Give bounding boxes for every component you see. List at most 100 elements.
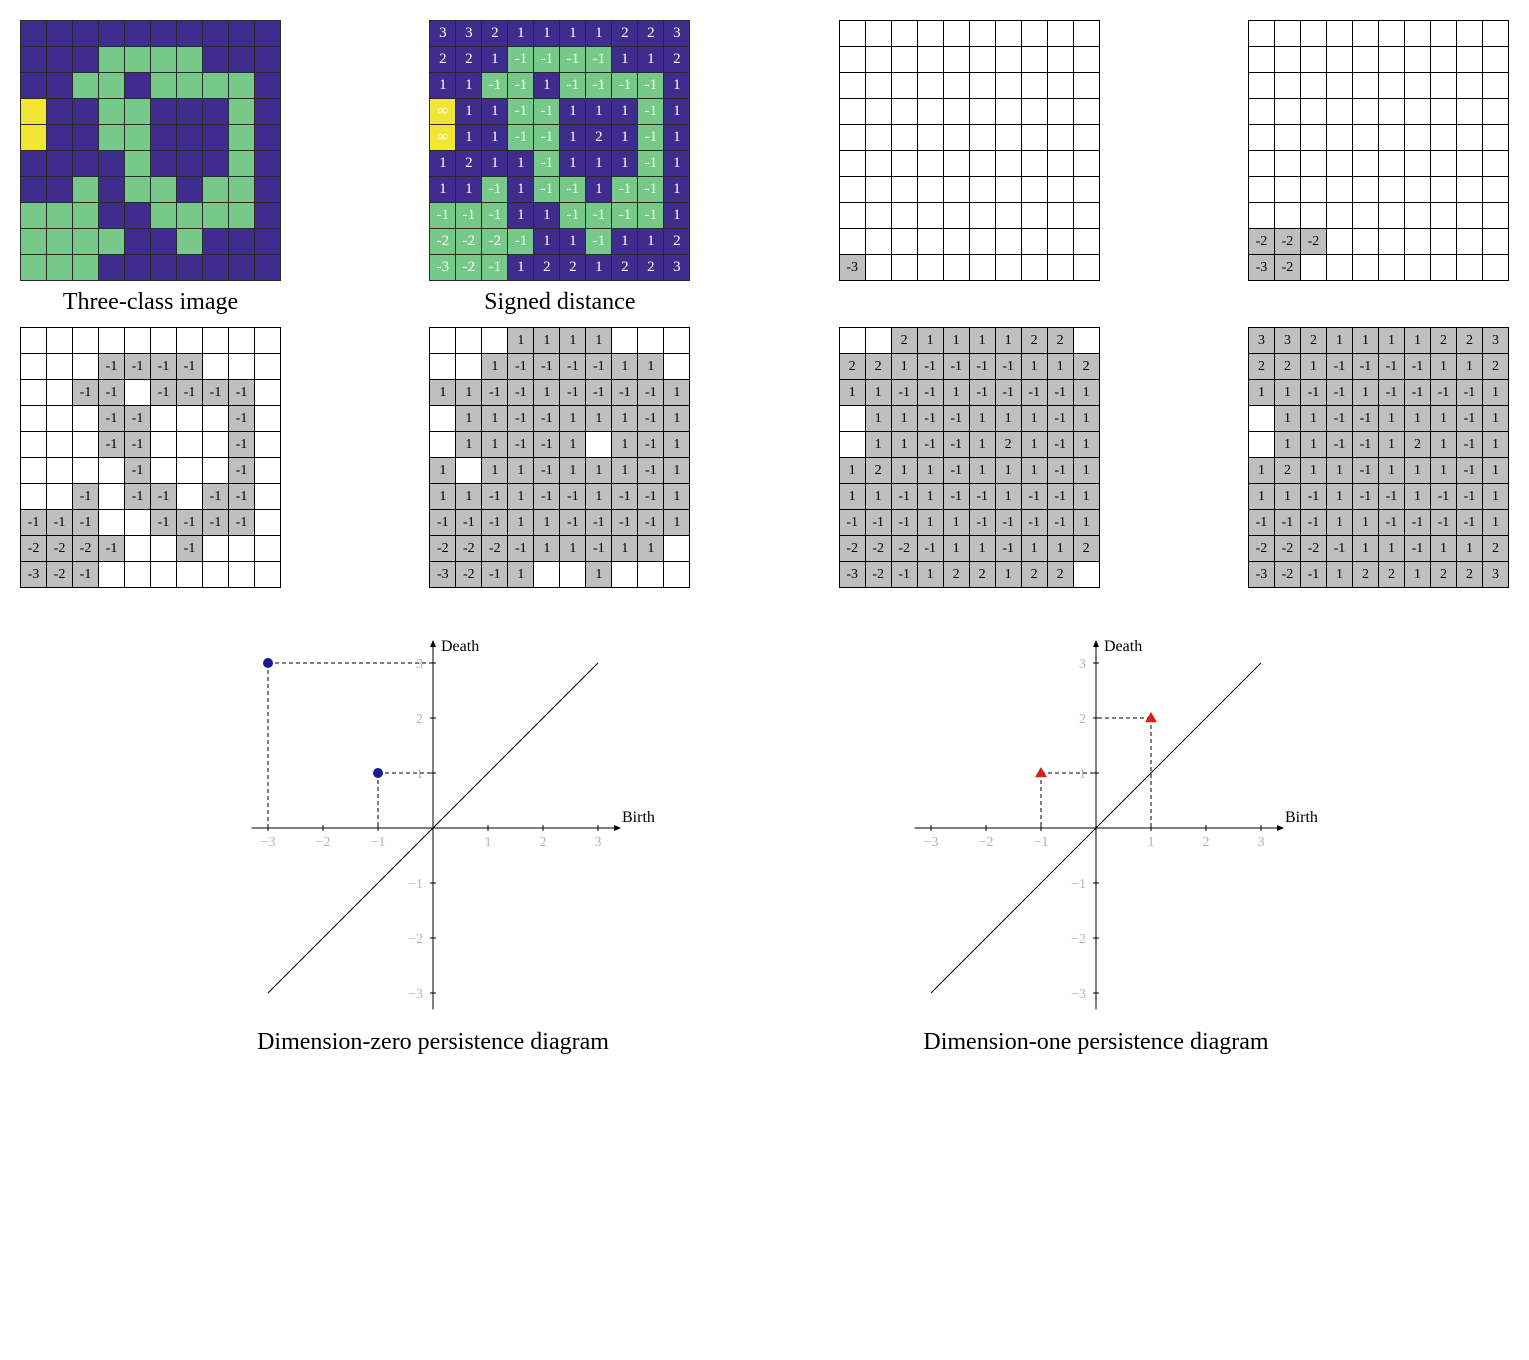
cell: 1 [1482, 432, 1508, 458]
cell [255, 536, 281, 562]
cell [1047, 21, 1073, 47]
cell [177, 21, 203, 47]
cell: 2 [1274, 458, 1300, 484]
cell: -2 [482, 229, 508, 255]
cell: -1 [839, 510, 865, 536]
cell: -1 [995, 354, 1021, 380]
cell: 1 [1404, 406, 1430, 432]
cell: -1 [99, 536, 125, 562]
cell: 1 [891, 432, 917, 458]
cell [255, 354, 281, 380]
cell [943, 47, 969, 73]
cell [1274, 203, 1300, 229]
cell: -1 [1021, 484, 1047, 510]
filtration-2-block: 2111122221-1-1-1-111211-1-11-1-1-1-1111-… [839, 327, 1100, 588]
cell [1482, 229, 1508, 255]
cell: -1 [891, 510, 917, 536]
cell [1274, 73, 1300, 99]
cell [21, 99, 47, 125]
cell: -1 [534, 432, 560, 458]
cell [865, 255, 891, 281]
cell: -1 [456, 510, 482, 536]
cell [664, 328, 690, 354]
cell [865, 99, 891, 125]
cell: 2 [534, 255, 560, 281]
cell: 1 [612, 99, 638, 125]
cell [177, 47, 203, 73]
cell [1248, 203, 1274, 229]
svg-text:Death: Death [1104, 638, 1142, 655]
cell [73, 328, 99, 354]
cell: -2 [73, 536, 99, 562]
cell: 2 [1352, 562, 1378, 588]
cell: -1 [586, 380, 612, 406]
cell [1073, 255, 1099, 281]
cell: -1 [534, 99, 560, 125]
filtration-m2-block: -2-2-2-3-2 [1248, 20, 1509, 317]
cell: 1 [1274, 406, 1300, 432]
cell [1378, 151, 1404, 177]
signed-distance-block: 3321111223221-1-1-1-111211-1-11-1-1-1-11… [429, 20, 690, 317]
cell [1352, 177, 1378, 203]
cell [1326, 255, 1352, 281]
cell [1352, 125, 1378, 151]
cell [969, 73, 995, 99]
cell: 1 [1430, 458, 1456, 484]
cell [99, 125, 125, 151]
svg-text:1: 1 [485, 835, 492, 850]
cell: -2 [456, 536, 482, 562]
cell [943, 177, 969, 203]
cell [891, 73, 917, 99]
cell: -1 [586, 229, 612, 255]
cell: 1 [638, 47, 664, 73]
cell [47, 47, 73, 73]
cell: 1 [1274, 380, 1300, 406]
cell: 2 [1430, 562, 1456, 588]
cell [917, 203, 943, 229]
cell: 1 [612, 47, 638, 73]
cell: 1 [586, 255, 612, 281]
pd1-block: −3−3−2−2−1−1112233BirthDeath Dimension-o… [846, 638, 1346, 1056]
cell [151, 432, 177, 458]
cell: 2 [612, 255, 638, 281]
cell [1404, 177, 1430, 203]
cell: -2 [456, 255, 482, 281]
cell [560, 562, 586, 588]
cell [255, 229, 281, 255]
cell: 3 [1482, 562, 1508, 588]
cell: 1 [664, 203, 690, 229]
cell: -1 [177, 380, 203, 406]
cell [943, 229, 969, 255]
cell [255, 484, 281, 510]
cell [1378, 125, 1404, 151]
cell [1300, 99, 1326, 125]
cell [255, 458, 281, 484]
filtration-1-block: 11111-1-1-1-11111-1-11-1-1-1-1111-1-1111… [429, 327, 690, 588]
cell: -1 [1047, 406, 1073, 432]
cell [21, 151, 47, 177]
cell: -1 [125, 484, 151, 510]
cell: 2 [1073, 536, 1099, 562]
cell [151, 47, 177, 73]
cell [1073, 21, 1099, 47]
cell [865, 73, 891, 99]
cell: 2 [1404, 432, 1430, 458]
cell: 1 [456, 432, 482, 458]
cell: 1 [638, 229, 664, 255]
cell: -1 [638, 406, 664, 432]
cell [47, 203, 73, 229]
cell: -1 [1021, 380, 1047, 406]
cell [21, 380, 47, 406]
cell: -1 [612, 380, 638, 406]
cell [969, 177, 995, 203]
cell: 1 [482, 47, 508, 73]
cell [73, 47, 99, 73]
filtration-2-grid: 2111122221-1-1-1-111211-1-11-1-1-1-1111-… [839, 327, 1100, 588]
cell: -1 [1352, 406, 1378, 432]
svg-text:−3: −3 [924, 835, 939, 850]
cell: 1 [612, 125, 638, 151]
cell: -2 [21, 536, 47, 562]
cell [1326, 125, 1352, 151]
cell: -1 [177, 354, 203, 380]
cell [1404, 151, 1430, 177]
